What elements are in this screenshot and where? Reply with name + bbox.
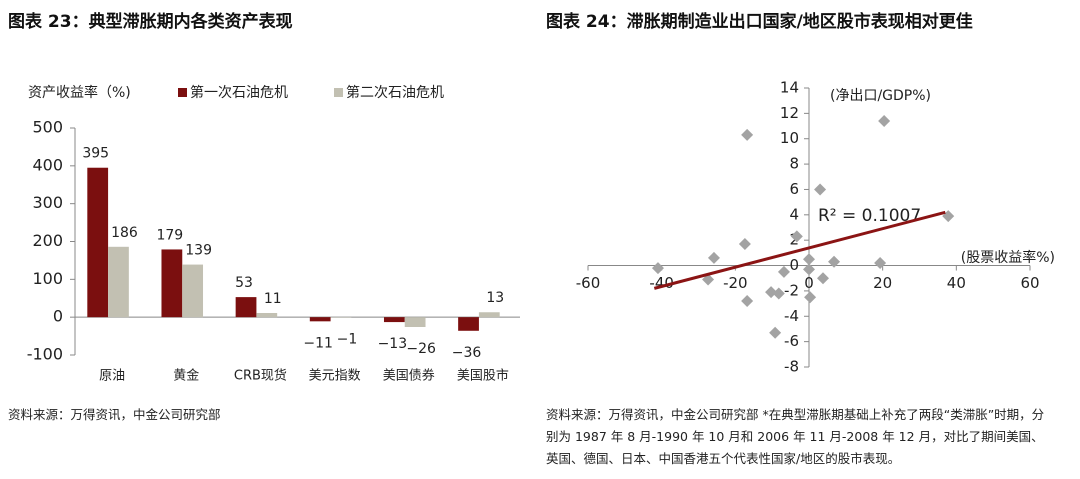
data-label: 13	[486, 290, 504, 306]
y-tick-label: 0	[789, 256, 799, 274]
data-label: −26	[406, 341, 436, 357]
point	[878, 114, 891, 127]
data-label: −1	[337, 332, 358, 348]
point	[814, 183, 827, 196]
point	[741, 295, 754, 308]
point	[772, 287, 785, 300]
y-axis-label: (净出口/GDP%)	[830, 88, 931, 104]
note: 资料来源：万得资讯，中金公司研究部 *在典型滞胀期基础上补充了两段“类滞胀”时期…	[546, 407, 1045, 466]
point	[707, 251, 720, 264]
bar	[87, 167, 109, 318]
y-tick-label: 400	[32, 155, 63, 174]
x-tick-label: 40	[947, 274, 966, 292]
bar	[256, 313, 278, 318]
bar	[478, 312, 500, 318]
x-tick-label: 20	[873, 274, 892, 292]
y-tick-label: 4	[789, 205, 799, 223]
point	[816, 272, 829, 285]
trendline	[653, 210, 946, 290]
x-tick-label: CRB现货	[234, 368, 287, 384]
bar	[161, 249, 183, 318]
data-label: 53	[235, 275, 253, 291]
y-tick-label: 6	[789, 180, 799, 198]
point	[804, 291, 817, 304]
y-tick-label: 100	[32, 269, 63, 288]
note: 资料来源：万得资讯，中金公司研究部	[8, 407, 221, 422]
point	[828, 255, 841, 268]
bar	[108, 246, 129, 318]
legend-label: 第二次石油危机	[346, 84, 444, 101]
y-tick-label: -2	[784, 281, 799, 299]
point	[765, 286, 778, 299]
point	[769, 326, 782, 339]
data-label: 139	[185, 243, 212, 259]
legend-swatch	[334, 88, 343, 97]
point	[874, 257, 887, 270]
point	[803, 253, 815, 266]
y-tick-label: 500	[32, 118, 63, 137]
data-label: −36	[452, 345, 482, 361]
chart-title: 图表 24：滞胀期制造业出口国家/地区股市表现相对更佳	[546, 11, 973, 32]
x-tick-label: 美元指数	[309, 369, 361, 384]
y-tick-label: -6	[784, 332, 799, 350]
x-tick-label: 原油	[99, 369, 125, 384]
y-tick-label: 12	[780, 104, 799, 122]
data-label: −11	[303, 335, 333, 351]
chart-title: 图表 23：典型滞胀期内各类资产表现	[8, 11, 293, 32]
y-tick-label: -100	[27, 345, 63, 364]
legend-swatch	[178, 88, 187, 97]
bar	[235, 297, 257, 318]
x-tick-label: 美国股市	[457, 368, 509, 384]
x-tick-label: -20	[723, 274, 748, 292]
bar	[404, 317, 426, 328]
legend-label: 第一次石油危机	[190, 84, 288, 101]
x-tick-label: 黄金	[173, 368, 199, 384]
point	[651, 262, 664, 275]
bar	[182, 264, 204, 318]
y-tick-label: 14	[780, 79, 799, 97]
y-axis-label: 资产收益率（%)	[28, 84, 131, 101]
y-tick-label: 300	[32, 193, 63, 212]
x-tick-label: 0	[804, 274, 814, 292]
y-tick-label: 200	[32, 231, 63, 250]
x-tick-label: 美国债券	[383, 368, 435, 384]
x-tick-label: 60	[1020, 274, 1039, 292]
data-label: 186	[111, 225, 138, 241]
point	[738, 237, 751, 250]
y-tick-label: 0	[53, 307, 63, 326]
bar	[458, 317, 479, 331]
bar	[383, 317, 405, 323]
data-label: −13	[378, 336, 408, 352]
y-tick-label: -8	[784, 358, 799, 376]
bar	[309, 317, 331, 322]
y-tick-label: 8	[789, 155, 799, 173]
y-tick-label: 10	[780, 129, 799, 147]
data-label: 11	[264, 291, 282, 307]
annotation: R² = 0.1007	[818, 206, 921, 226]
data-label: 179	[156, 227, 183, 243]
point	[790, 230, 803, 243]
point	[803, 263, 815, 276]
y-tick-label: -4	[784, 307, 799, 325]
x-axis-label: (股票收益率%)	[961, 249, 1055, 266]
point	[741, 128, 754, 141]
data-label: 395	[82, 146, 109, 162]
x-tick-label: -60	[576, 274, 601, 292]
point	[777, 265, 790, 278]
